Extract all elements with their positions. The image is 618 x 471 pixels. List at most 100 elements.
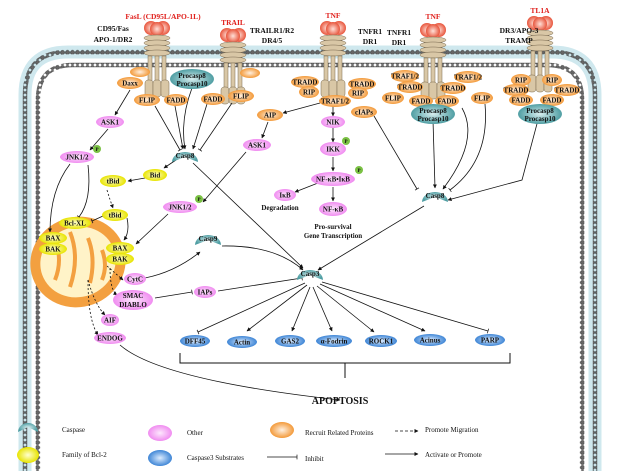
substrate-shape bbox=[275, 335, 305, 347]
tnfr1-label-2: TNFR1 bbox=[387, 28, 411, 37]
caspase-shape bbox=[411, 104, 455, 124]
node-flip4: FLIP bbox=[471, 92, 493, 104]
node-rip1: RIP bbox=[299, 86, 319, 98]
node-nfkb_ikb: NF-κB•IκB bbox=[311, 172, 355, 186]
other-shape bbox=[274, 189, 296, 201]
dr1-label-2: DR1 bbox=[392, 38, 407, 47]
recruit-shape bbox=[542, 74, 562, 86]
node-label: FADD bbox=[412, 98, 431, 106]
substrate-shape bbox=[475, 334, 505, 346]
node-label: FADD bbox=[438, 98, 457, 106]
node-label: tBid bbox=[107, 178, 120, 186]
node-label: TRADD bbox=[398, 84, 423, 92]
node-label: BAX bbox=[113, 245, 128, 253]
legend-bcl2-icon bbox=[17, 447, 39, 463]
node-flip1: FLIP bbox=[134, 94, 160, 106]
other-shape bbox=[321, 116, 345, 128]
bcl2-shape bbox=[106, 242, 134, 254]
dr45-label: DR4/5 bbox=[262, 36, 283, 45]
legend-other-icon bbox=[148, 425, 172, 441]
node-label: tBid bbox=[109, 212, 122, 220]
node-label: JNK1/2 bbox=[66, 154, 89, 162]
node-ikb: IκB bbox=[274, 189, 296, 201]
caspase-shape bbox=[518, 104, 562, 124]
node-label: Acinus bbox=[420, 337, 441, 345]
caspase-shape bbox=[297, 270, 323, 280]
node-iaps: IAPs bbox=[194, 286, 216, 298]
recruit-shape bbox=[130, 67, 150, 77]
node-bax2: BAX bbox=[106, 242, 134, 254]
node-ikk: IKK bbox=[320, 142, 346, 156]
node-flip2: FLIP bbox=[228, 90, 254, 102]
procasp10-label: Procasp10 bbox=[418, 115, 449, 123]
legend-recruit-icon bbox=[270, 422, 294, 438]
node-label: IκB bbox=[279, 192, 291, 200]
death-domain bbox=[160, 79, 170, 98]
death-domain bbox=[152, 79, 162, 98]
node-label: DFF45 bbox=[185, 338, 206, 346]
gene-transcription-label: Gene Transcription bbox=[304, 232, 362, 240]
node-rock1: ROCK1 bbox=[365, 335, 397, 347]
node-bax1: BAX bbox=[39, 232, 67, 244]
recruit-shape bbox=[440, 82, 466, 94]
procasp8-label: Procasp8 bbox=[178, 72, 206, 80]
caspase-shape bbox=[194, 234, 221, 245]
recruit-shape bbox=[454, 71, 482, 83]
procasp8-label: Procasp8 bbox=[526, 107, 554, 115]
phospho-icon bbox=[342, 137, 350, 145]
substrate-shape bbox=[365, 335, 397, 347]
other-shape bbox=[320, 142, 346, 156]
legend: Caspase Family of Bcl-2 Other Caspase3 S… bbox=[17, 422, 482, 466]
node-label: FADD bbox=[543, 97, 562, 105]
phospho-icon bbox=[355, 166, 363, 174]
node-traf2: TRAF1/2 bbox=[391, 70, 420, 82]
legend-recruit: Recruit Related Proteins bbox=[305, 429, 374, 437]
receptor bbox=[319, 21, 347, 98]
trailr-label: TRAILR1/R2 bbox=[250, 26, 294, 35]
node-label: Actin bbox=[234, 339, 250, 347]
recruit-shape bbox=[201, 93, 225, 105]
node-label: IKK bbox=[326, 146, 340, 154]
procasp10-label: Procasp10 bbox=[177, 80, 208, 88]
ligand-icon bbox=[326, 22, 340, 36]
recruit-shape bbox=[348, 78, 376, 90]
node-aip: AIP bbox=[257, 109, 283, 121]
recruit-shape bbox=[348, 87, 368, 99]
node-label: RIP bbox=[515, 77, 528, 85]
node-label: NF-κB•IκB bbox=[316, 176, 350, 184]
bcl2-shape bbox=[100, 175, 126, 187]
node-fadd5: FADD bbox=[509, 94, 533, 106]
cell-membrane bbox=[18, 45, 602, 471]
caspase-label: Casp8 bbox=[176, 152, 195, 160]
node-acinus: Acinus bbox=[414, 334, 446, 346]
phospho-badge: P bbox=[93, 145, 101, 153]
phospho-label: P bbox=[357, 169, 360, 174]
node-label: FADD bbox=[204, 96, 223, 104]
legend-substrate-icon bbox=[148, 450, 172, 466]
node-label: cIAPs bbox=[355, 109, 373, 117]
node-bid: Bid bbox=[143, 169, 167, 181]
node-jnk2: JNK1/2 bbox=[163, 201, 197, 213]
ligand-icon bbox=[226, 29, 240, 43]
node-casp3: Casp3 bbox=[297, 270, 323, 280]
node-casp8b: Casp8 bbox=[422, 192, 448, 202]
caspase-label: Casp3 bbox=[301, 270, 320, 278]
recruit-shape bbox=[134, 94, 160, 106]
smac-label: SMAC bbox=[123, 292, 144, 300]
node-fodrin: α-Fodrin bbox=[316, 335, 352, 347]
substrate-shape bbox=[227, 336, 257, 348]
recruit-shape bbox=[240, 68, 260, 78]
death-domain bbox=[428, 81, 438, 100]
node-label: BAX bbox=[46, 235, 61, 243]
death-domain bbox=[336, 79, 346, 98]
death-domain bbox=[535, 74, 545, 93]
other-shape bbox=[96, 116, 124, 128]
recruit-shape bbox=[554, 84, 580, 96]
node-bak2: BAK bbox=[106, 253, 134, 265]
other-shape bbox=[163, 201, 197, 213]
bcl2-shape bbox=[102, 209, 128, 221]
node-rip4: RIP bbox=[542, 74, 562, 86]
legend-caspase: Caspase bbox=[62, 426, 85, 434]
